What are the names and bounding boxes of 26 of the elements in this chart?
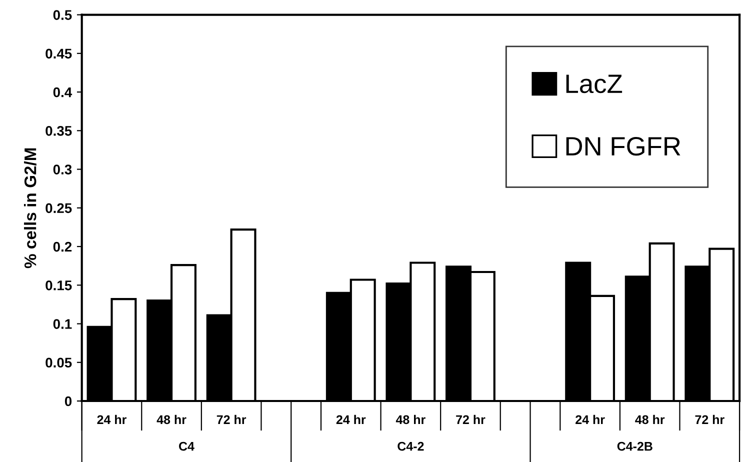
y-axis-title: % cells in G2/M (24, 148, 36, 268)
legend-label: LacZ (566, 74, 622, 94)
y-tick-label: 0.35 (46, 126, 72, 136)
y-tick-label: 0.15 (46, 280, 72, 290)
y-tick-label: 0.1 (53, 319, 72, 329)
x-tick-label: 48 hr (156, 414, 186, 424)
x-tick-label: 24 hr (97, 414, 126, 424)
x-tick-label: 48 hr (635, 414, 665, 424)
y-tick-label: 0.3 (53, 164, 72, 174)
y-tick-label: 0.45 (46, 48, 72, 59)
y-tick-label: 0.5 (53, 10, 72, 20)
y-tick-label: 0.25 (46, 203, 72, 214)
x-tick-label: 72 hr (216, 414, 246, 424)
text: C4 (179, 442, 194, 451)
legend-label: DN FGFR (566, 136, 680, 156)
x-tick-label: 24 hr (576, 414, 605, 424)
y-tick-label: 0.05 (46, 358, 72, 368)
text: C4-2B (617, 442, 652, 451)
x-tick-label: 48 hr (396, 414, 426, 424)
x-tick-label: 24 hr (336, 414, 366, 424)
y-tick-label: 0.4 (53, 87, 72, 98)
y-tick-label: 0.2 (53, 242, 72, 252)
text: C4-2 (398, 442, 424, 451)
x-tick-label: 72 hr (695, 414, 724, 424)
x-tick-label: 72 hr (456, 414, 486, 424)
y-tick-label: 0 (64, 396, 72, 406)
